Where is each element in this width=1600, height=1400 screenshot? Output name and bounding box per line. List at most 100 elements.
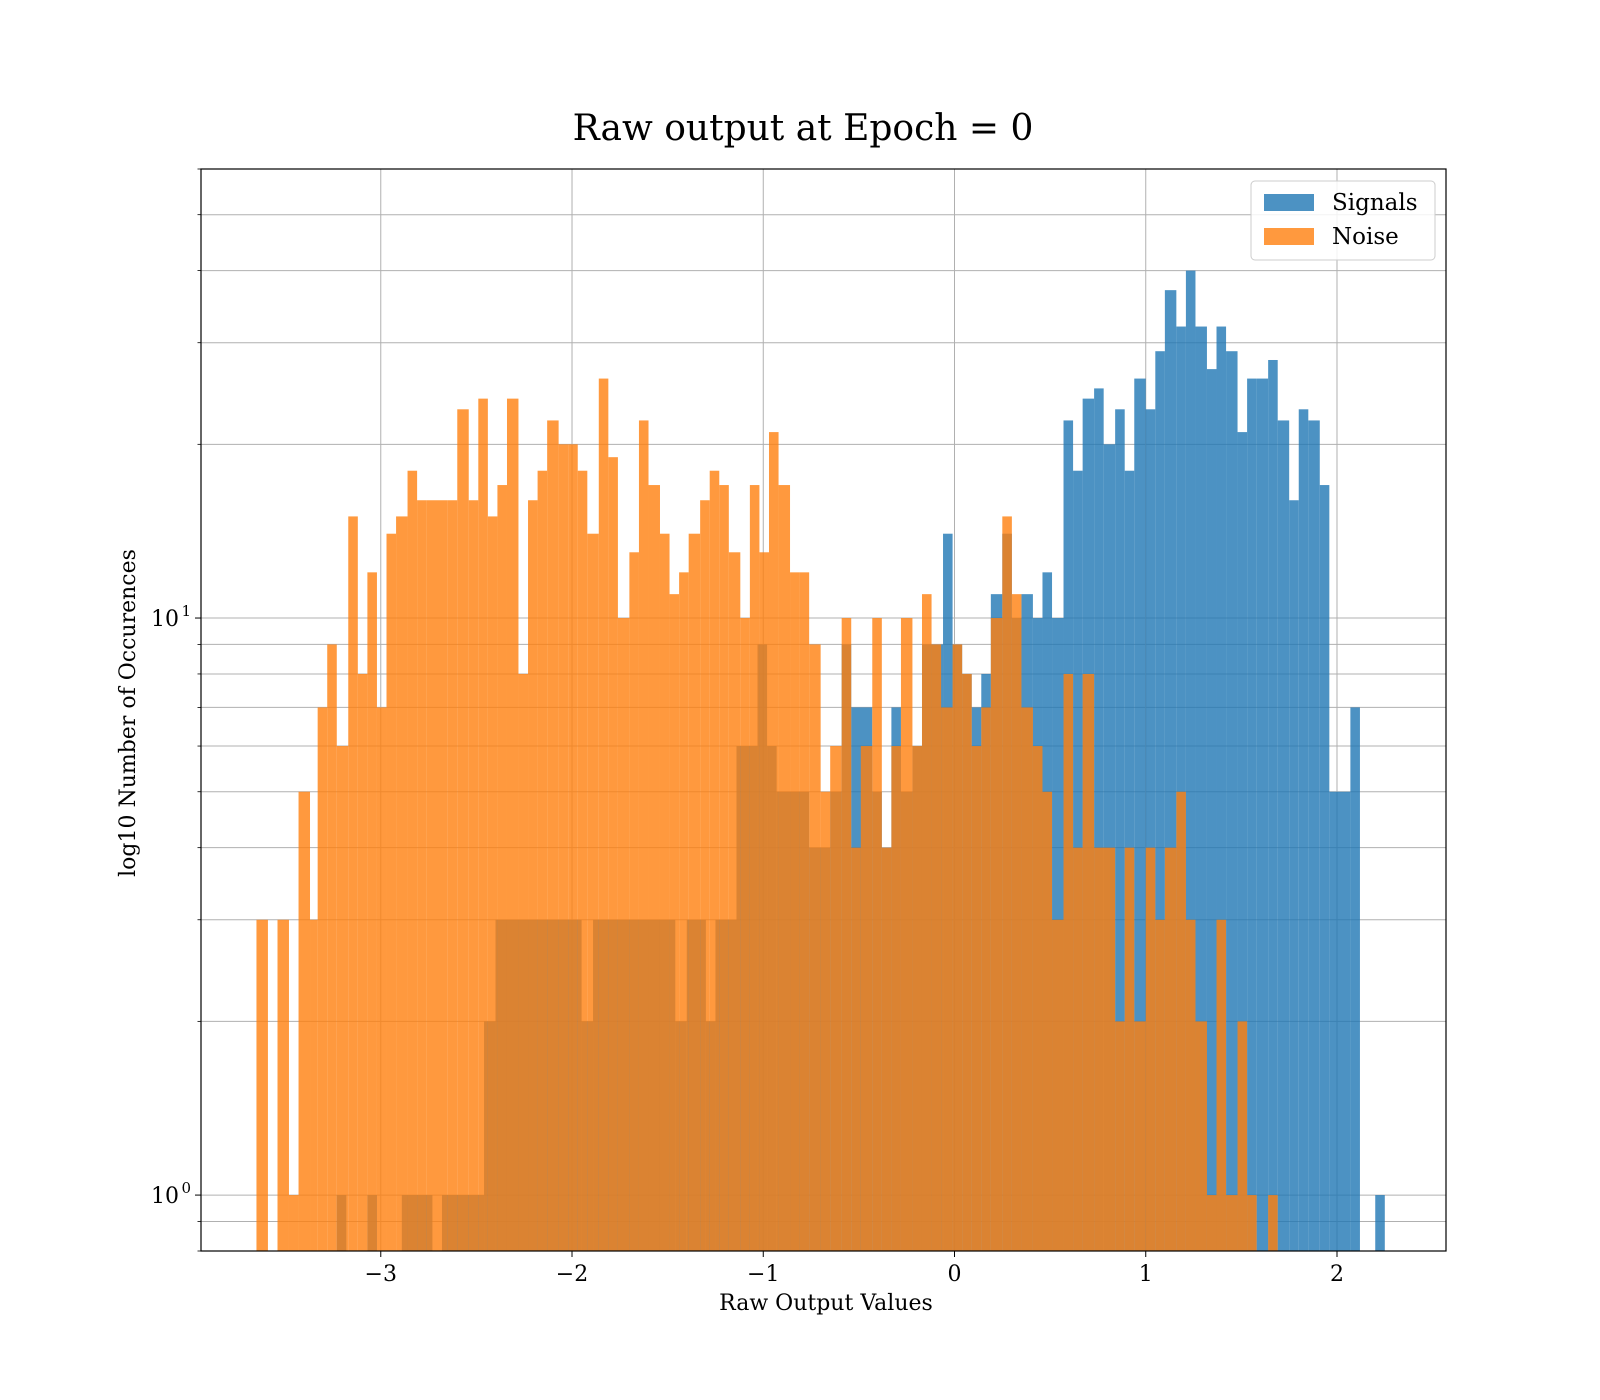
noise-bar xyxy=(577,470,588,1251)
signals-bar xyxy=(1375,1195,1385,1251)
noise-bar xyxy=(778,485,791,1252)
noise-bar xyxy=(1226,1195,1238,1251)
noise-bar xyxy=(317,707,328,1251)
legend-label-noise: Noise xyxy=(1332,224,1399,250)
noise-bar xyxy=(547,420,559,1251)
x-tick-label: −1 xyxy=(747,1262,779,1287)
noise-bar xyxy=(659,533,670,1251)
noise-bar xyxy=(348,516,358,1251)
signals-bar xyxy=(1185,270,1196,1252)
signals-bar xyxy=(1268,359,1278,1251)
noise-bar xyxy=(1268,1195,1278,1251)
noise-bar xyxy=(1032,746,1043,1251)
noise-bar xyxy=(1124,847,1135,1251)
noise-bar xyxy=(1011,594,1022,1251)
noise-bar xyxy=(506,398,519,1252)
noise-bar xyxy=(327,644,337,1251)
noise-bar xyxy=(679,572,689,1251)
noise-bars xyxy=(256,378,1278,1252)
noise-bar xyxy=(447,500,458,1251)
signals-bar xyxy=(1308,420,1320,1251)
legend-swatch-noise xyxy=(1264,228,1314,245)
noise-bar xyxy=(759,552,769,1251)
noise-bar xyxy=(921,594,932,1251)
noise-bar xyxy=(851,847,861,1251)
noise-bar xyxy=(809,644,821,1251)
noise-bar xyxy=(407,470,418,1251)
noise-bar xyxy=(608,457,618,1251)
noise-bar xyxy=(310,919,318,1251)
x-tick-label: 2 xyxy=(1330,1262,1344,1287)
noise-bar xyxy=(1247,1195,1257,1251)
y-axis-label: log10 Number of Occurences xyxy=(116,549,141,877)
noise-bar xyxy=(1155,919,1165,1251)
signals-bar xyxy=(1206,369,1217,1252)
noise-bar xyxy=(941,707,953,1251)
noise-bar xyxy=(598,378,609,1251)
noise-bar xyxy=(860,746,873,1251)
x-axis-label: Raw Output Values xyxy=(719,1291,933,1316)
noise-bar xyxy=(799,572,810,1251)
noise-bar xyxy=(900,618,913,1251)
signals-bar xyxy=(1226,351,1238,1251)
noise-bar xyxy=(288,1195,299,1251)
noise-bar xyxy=(971,746,982,1251)
noise-bar xyxy=(1176,791,1186,1251)
noise-bar xyxy=(457,409,469,1251)
noise-bar xyxy=(1094,847,1116,1251)
noise-bar xyxy=(386,533,397,1251)
noise-bar xyxy=(629,552,639,1251)
signals-bar xyxy=(1176,326,1186,1251)
signals-bar xyxy=(1329,791,1351,1251)
noise-bar xyxy=(830,746,842,1251)
noise-bar xyxy=(426,500,448,1251)
noise-bar xyxy=(528,500,538,1251)
noise-bar xyxy=(719,485,729,1252)
noise-bar xyxy=(487,516,498,1251)
noise-bar xyxy=(497,485,507,1252)
noise-bar xyxy=(709,470,720,1251)
noise-bar xyxy=(1052,919,1064,1251)
signals-bar xyxy=(1134,378,1146,1251)
signals-bar xyxy=(1277,420,1290,1251)
noise-bar xyxy=(1021,707,1033,1251)
noise-bar xyxy=(1082,673,1095,1251)
legend-swatch-signals xyxy=(1264,194,1314,211)
signals-bar xyxy=(1350,707,1360,1251)
x-tick-label: 1 xyxy=(1139,1262,1153,1287)
noise-bar xyxy=(1195,1021,1207,1251)
noise-bar xyxy=(277,919,289,1251)
signals-bar xyxy=(1247,378,1257,1251)
noise-bar xyxy=(298,791,311,1251)
signals-bar xyxy=(1256,378,1269,1251)
noise-bar xyxy=(790,572,800,1251)
noise-bar xyxy=(558,444,569,1251)
x-tick-label: −2 xyxy=(556,1262,588,1287)
noise-bar xyxy=(367,572,377,1251)
noise-bar xyxy=(841,618,852,1251)
noise-bar xyxy=(568,444,578,1251)
noise-bar xyxy=(1185,919,1196,1251)
y-tick-exponent: 0 xyxy=(181,1179,191,1197)
signals-bar xyxy=(1289,500,1299,1251)
noise-bar xyxy=(518,673,529,1251)
noise-bar xyxy=(1216,919,1227,1251)
noise-bar xyxy=(1145,847,1156,1251)
noise-bar xyxy=(1002,516,1012,1251)
noise-bar xyxy=(1134,1021,1146,1251)
noise-bar xyxy=(891,746,901,1251)
noise-bar xyxy=(1115,1021,1125,1251)
signals-bar xyxy=(1237,432,1248,1251)
signals-bar xyxy=(1319,485,1330,1252)
legend: Signals Noise xyxy=(1250,180,1436,261)
signals-bar xyxy=(1094,388,1104,1252)
noise-bar xyxy=(1206,1195,1217,1251)
noise-bar xyxy=(700,500,710,1251)
noise-bar xyxy=(740,618,750,1251)
noise-bar xyxy=(688,533,701,1251)
signals-bar xyxy=(1195,326,1207,1251)
noise-bar xyxy=(376,707,387,1251)
signals-bar xyxy=(1216,326,1227,1251)
signals-bar xyxy=(1155,351,1165,1251)
signals-bar xyxy=(1164,290,1177,1252)
